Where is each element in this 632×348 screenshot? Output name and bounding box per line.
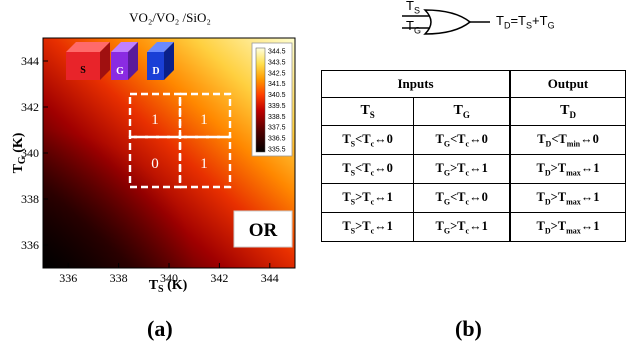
x-tick-label: 342 bbox=[210, 271, 228, 285]
quadrant-value-bl: 0 bbox=[151, 156, 159, 172]
x-tick-label: 338 bbox=[110, 271, 128, 285]
cell-ts: TS<Tc↔0 bbox=[320, 125, 415, 155]
quadrant-value-br: 1 bbox=[200, 156, 208, 172]
gate-output-eq: TD=TS+TG bbox=[496, 13, 555, 31]
y-axis-ticks: 336 338 340 342 344 bbox=[21, 54, 48, 252]
y-tick-label: 342 bbox=[21, 100, 39, 114]
cell-ts: TS>Tc↔1 bbox=[320, 212, 415, 242]
truth-table: Inputs Output TS TG TD TS<Tc↔0 TG<Tc↔0 TD<… bbox=[320, 70, 627, 242]
caption-b: (b) bbox=[455, 316, 482, 341]
y-tick-label: 344 bbox=[21, 54, 39, 68]
cell-ts: TS>Tc↔1 bbox=[320, 183, 415, 213]
colorbar-tick-label: 341.5 bbox=[268, 81, 286, 88]
col-td: TD bbox=[509, 97, 627, 126]
gate-input-tg: TG bbox=[406, 18, 421, 36]
cell-tg: TG>Tc↔1 bbox=[413, 154, 511, 184]
header-output: Output bbox=[509, 70, 627, 98]
table-row: TS>Tc↔1 TG<Tc↔0 TD>Tmax↔1 bbox=[320, 183, 627, 213]
col-tg: TG bbox=[413, 97, 511, 126]
gate-label-text: OR bbox=[249, 220, 278, 241]
cell-td: TD>Tmax↔1 bbox=[509, 154, 627, 184]
quadrant-value-tl: 1 bbox=[151, 112, 159, 128]
cube-g-label: G bbox=[116, 66, 124, 77]
colorbar-tick-label: 344.5 bbox=[268, 49, 286, 56]
cell-td: TD<Tmin↔0 bbox=[509, 125, 627, 155]
y-tick-label: 338 bbox=[21, 192, 39, 206]
gate-label-box bbox=[233, 210, 293, 248]
colorbar-tick-label: 337.5 bbox=[268, 125, 286, 132]
x-tick-label: 340 bbox=[160, 271, 178, 285]
panel-a-title: VO₂/VO₂ /SiO₂ bbox=[129, 10, 211, 25]
header-inputs: Inputs bbox=[321, 70, 511, 98]
quadrant-boxes bbox=[128, 92, 232, 189]
x-tick-label: 344 bbox=[261, 271, 279, 285]
colorbar-tick-label: 338.5 bbox=[268, 114, 286, 121]
colorbar-tick-label: 339.5 bbox=[268, 103, 286, 110]
colorbar-ticks: 344.5 343.5 342.5 341.5 340.5 339.5 338.5 337.5… bbox=[268, 49, 286, 154]
quadrant-value-tr: 1 bbox=[200, 112, 208, 128]
cell-ts: TS<Tc↔0 bbox=[320, 154, 415, 184]
cell-tg: TG<Tc↔0 bbox=[413, 125, 511, 155]
cell-tg: TG>Tc↔1 bbox=[413, 212, 511, 242]
table-row: TS<Tc↔0 TG>Tc↔1 TD>Tmax↔1 bbox=[320, 154, 627, 184]
colorbar-tick-label: 335.5 bbox=[268, 147, 286, 154]
x-axis-label: TS (K) bbox=[149, 278, 188, 295]
colorbar bbox=[255, 47, 266, 153]
cell-td: TD>Tmax↔1 bbox=[509, 212, 627, 242]
cube-s bbox=[66, 42, 110, 80]
cube-s-label: S bbox=[80, 65, 86, 76]
y-tick-label: 340 bbox=[21, 146, 39, 160]
cube-d-label: D bbox=[152, 66, 159, 77]
caption-a: (a) bbox=[147, 316, 173, 341]
colorbar-tick-label: 340.5 bbox=[268, 92, 286, 99]
colorbar-tick-label: 342.5 bbox=[268, 70, 286, 77]
cell-td: TD>Tmax↔1 bbox=[509, 183, 627, 213]
cell-tg: TG<Tc↔0 bbox=[413, 183, 511, 213]
x-tick-label: 336 bbox=[59, 271, 77, 285]
gate-input-ts: TS bbox=[406, 0, 420, 16]
y-tick-label: 336 bbox=[21, 238, 39, 252]
col-ts: TS bbox=[320, 97, 415, 126]
table-row: TS<Tc↔0 TG<Tc↔0 TD<Tmin↔0 bbox=[320, 125, 627, 155]
or-gate-symbol bbox=[402, 9, 490, 35]
colorbar-tick-label: 343.5 bbox=[268, 59, 286, 66]
table-row: TS>Tc↔1 TG>Tc↔1 TD>Tmax↔1 bbox=[320, 212, 627, 242]
cube-d bbox=[147, 42, 174, 80]
cube-g bbox=[111, 42, 138, 80]
x-axis-ticks: 336 338 340 342 344 bbox=[59, 263, 279, 285]
y-axis-label: TG (K) bbox=[11, 132, 28, 173]
colorbar-tick-label: 336.5 bbox=[268, 136, 286, 143]
